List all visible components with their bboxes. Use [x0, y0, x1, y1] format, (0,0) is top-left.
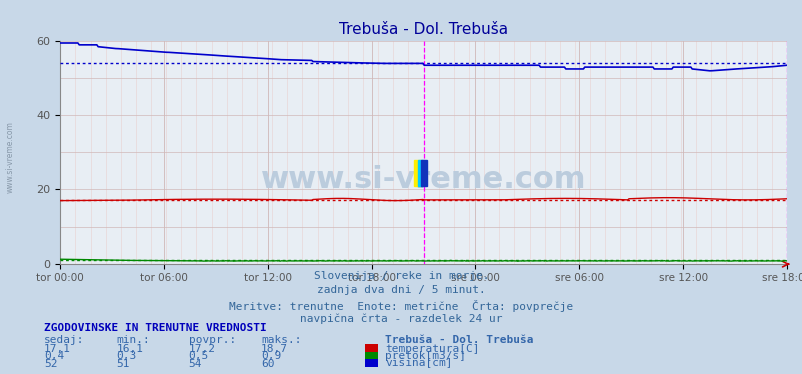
Text: zadnja dva dni / 5 minut.: zadnja dva dni / 5 minut.	[317, 285, 485, 295]
Text: 0,3: 0,3	[116, 351, 136, 361]
Bar	[420, 160, 427, 186]
Text: 60: 60	[261, 359, 274, 368]
Text: www.si-vreme.com: www.si-vreme.com	[261, 165, 585, 194]
Text: 0,4: 0,4	[44, 351, 64, 361]
Text: 51: 51	[116, 359, 130, 368]
Text: povpr.:: povpr.:	[188, 335, 236, 345]
Text: višina[cm]: višina[cm]	[385, 358, 452, 368]
Text: maks.:: maks.:	[261, 335, 301, 345]
Text: 54: 54	[188, 359, 202, 368]
Text: navpična črta - razdelek 24 ur: navpična črta - razdelek 24 ur	[300, 314, 502, 324]
Text: 16,1: 16,1	[116, 344, 144, 353]
Text: Slovenija / reke in morje.: Slovenija / reke in morje.	[314, 271, 488, 281]
Text: 52: 52	[44, 359, 58, 368]
Title: Trebuša - Dol. Trebuša: Trebuša - Dol. Trebuša	[338, 22, 508, 37]
Text: 0,5: 0,5	[188, 351, 209, 361]
Text: sedaj:: sedaj:	[44, 335, 84, 345]
Text: 0,9: 0,9	[261, 351, 281, 361]
Text: temperatura[C]: temperatura[C]	[385, 344, 480, 353]
Bar	[414, 160, 420, 186]
Text: 17,2: 17,2	[188, 344, 216, 353]
Text: 17,1: 17,1	[44, 344, 71, 353]
Text: min.:: min.:	[116, 335, 150, 345]
Text: Trebuša - Dol. Trebuša: Trebuša - Dol. Trebuša	[385, 335, 533, 345]
Text: www.si-vreme.com: www.si-vreme.com	[6, 121, 15, 193]
Text: Meritve: trenutne  Enote: metrične  Črta: povprečje: Meritve: trenutne Enote: metrične Črta: …	[229, 300, 573, 312]
Bar	[418, 160, 423, 186]
Text: pretok[m3/s]: pretok[m3/s]	[385, 351, 466, 361]
Text: ZGODOVINSKE IN TRENUTNE VREDNOSTI: ZGODOVINSKE IN TRENUTNE VREDNOSTI	[44, 323, 266, 333]
Text: 18,7: 18,7	[261, 344, 288, 353]
